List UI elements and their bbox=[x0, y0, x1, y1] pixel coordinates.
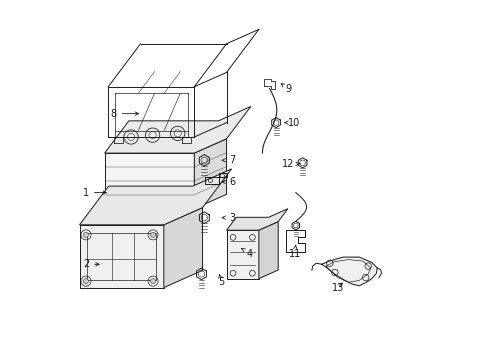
Circle shape bbox=[150, 279, 155, 284]
Text: 1: 1 bbox=[83, 188, 106, 198]
Text: 3: 3 bbox=[222, 213, 235, 222]
Circle shape bbox=[83, 232, 88, 237]
Polygon shape bbox=[80, 169, 231, 225]
Text: 5: 5 bbox=[218, 274, 224, 287]
Text: 11: 11 bbox=[288, 246, 300, 258]
Text: 9: 9 bbox=[281, 84, 291, 94]
Polygon shape bbox=[321, 257, 376, 286]
Polygon shape bbox=[163, 208, 202, 288]
Text: 2: 2 bbox=[82, 259, 99, 269]
Text: 7: 7 bbox=[222, 155, 235, 165]
Text: 8: 8 bbox=[110, 109, 138, 119]
Polygon shape bbox=[226, 230, 258, 279]
Polygon shape bbox=[226, 209, 287, 230]
Text: 4: 4 bbox=[241, 248, 252, 258]
Polygon shape bbox=[104, 153, 194, 209]
Circle shape bbox=[150, 232, 155, 237]
Polygon shape bbox=[258, 222, 278, 279]
Polygon shape bbox=[80, 225, 163, 288]
Polygon shape bbox=[104, 107, 250, 153]
Circle shape bbox=[83, 279, 88, 284]
Polygon shape bbox=[194, 139, 226, 209]
Text: 6: 6 bbox=[222, 177, 235, 187]
Text: 13: 13 bbox=[331, 283, 343, 293]
Text: 10: 10 bbox=[284, 118, 300, 128]
Text: 12: 12 bbox=[282, 159, 299, 169]
